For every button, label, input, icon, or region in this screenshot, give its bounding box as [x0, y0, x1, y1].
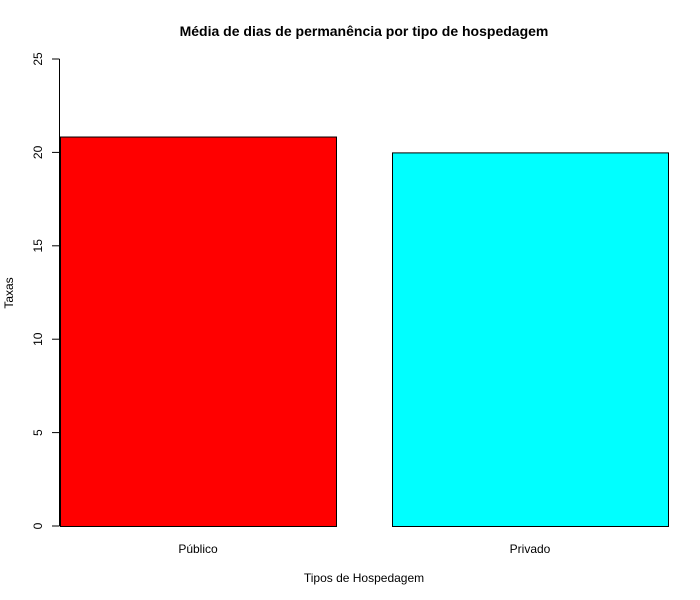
x-tick-label-privado: Privado [510, 542, 551, 556]
y-axis-ticks: 0 5 10 15 20 25 [31, 52, 60, 529]
y-tick-label-0: 0 [31, 522, 45, 529]
y-tick-label-20: 20 [31, 145, 45, 159]
bar-privado [392, 152, 669, 527]
bar-publico [60, 136, 337, 527]
y-tick-label-25: 25 [31, 52, 45, 66]
x-axis-tick-labels: Público Privado [178, 542, 550, 556]
y-axis-label: Taxas [2, 277, 16, 308]
chart-title: Média de dias de permanência por tipo de… [180, 23, 549, 39]
x-tick-label-publico: Público [178, 542, 218, 556]
y-tick-label-5: 5 [31, 429, 45, 436]
bars-group [60, 136, 669, 527]
y-tick-label-15: 15 [31, 239, 45, 253]
x-axis-label: Tipos de Hospedagem [304, 571, 424, 585]
y-tick-label-10: 10 [31, 332, 45, 346]
